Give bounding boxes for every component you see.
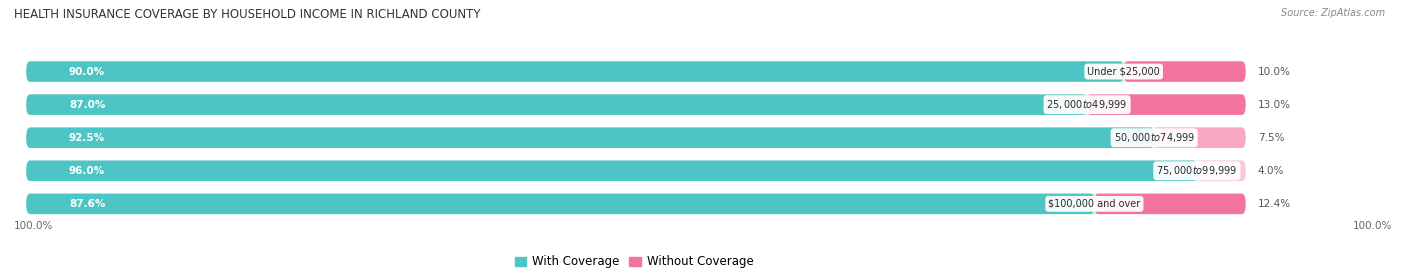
FancyBboxPatch shape <box>27 161 1197 181</box>
FancyBboxPatch shape <box>1123 61 1246 82</box>
FancyBboxPatch shape <box>27 61 1123 82</box>
Text: Under $25,000: Under $25,000 <box>1087 66 1160 77</box>
Text: 12.4%: 12.4% <box>1258 199 1291 209</box>
Text: 90.0%: 90.0% <box>69 66 105 77</box>
FancyBboxPatch shape <box>27 94 1246 115</box>
Text: 100.0%: 100.0% <box>14 221 53 231</box>
Text: 13.0%: 13.0% <box>1258 100 1291 110</box>
FancyBboxPatch shape <box>27 94 1087 115</box>
Text: 96.0%: 96.0% <box>69 166 105 176</box>
Text: $75,000 to $99,999: $75,000 to $99,999 <box>1156 164 1237 177</box>
Text: 87.6%: 87.6% <box>69 199 105 209</box>
Text: HEALTH INSURANCE COVERAGE BY HOUSEHOLD INCOME IN RICHLAND COUNTY: HEALTH INSURANCE COVERAGE BY HOUSEHOLD I… <box>14 8 481 21</box>
Text: $50,000 to $74,999: $50,000 to $74,999 <box>1114 131 1195 144</box>
Text: Source: ZipAtlas.com: Source: ZipAtlas.com <box>1281 8 1385 18</box>
Text: 100.0%: 100.0% <box>1353 221 1392 231</box>
Legend: With Coverage, Without Coverage: With Coverage, Without Coverage <box>510 251 758 269</box>
FancyBboxPatch shape <box>1197 161 1246 181</box>
FancyBboxPatch shape <box>27 128 1154 148</box>
FancyBboxPatch shape <box>27 128 1246 148</box>
Text: 10.0%: 10.0% <box>1258 66 1291 77</box>
FancyBboxPatch shape <box>27 194 1246 214</box>
FancyBboxPatch shape <box>27 61 1246 82</box>
Text: $100,000 and over: $100,000 and over <box>1049 199 1140 209</box>
Text: 7.5%: 7.5% <box>1258 133 1284 143</box>
FancyBboxPatch shape <box>27 194 1094 214</box>
FancyBboxPatch shape <box>1087 94 1246 115</box>
Text: $25,000 to $49,999: $25,000 to $49,999 <box>1046 98 1128 111</box>
Text: 92.5%: 92.5% <box>69 133 105 143</box>
Text: 87.0%: 87.0% <box>69 100 105 110</box>
FancyBboxPatch shape <box>1154 128 1246 148</box>
FancyBboxPatch shape <box>1094 194 1246 214</box>
Text: 4.0%: 4.0% <box>1258 166 1284 176</box>
FancyBboxPatch shape <box>27 161 1246 181</box>
